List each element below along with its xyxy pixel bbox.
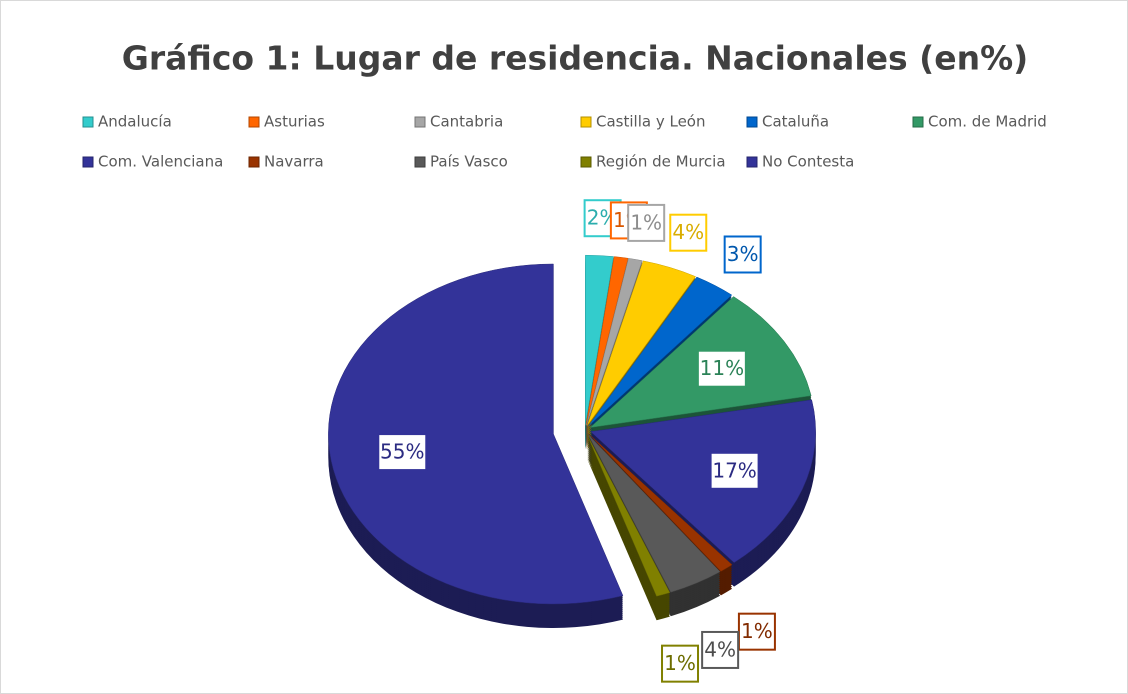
data-label: 1%	[630, 210, 662, 234]
legend-swatch	[746, 116, 758, 128]
legend-label: País Vasco	[430, 153, 508, 171]
data-label-box	[669, 213, 708, 252]
data-label-box	[709, 451, 760, 490]
chart-title: Gráfico 1: Lugar de residencia. Nacional…	[122, 39, 1029, 78]
legend-label: Castilla y León	[596, 113, 705, 131]
slice	[585, 256, 629, 426]
data-label-box	[696, 349, 747, 388]
data-label-box	[661, 644, 700, 683]
data-label: 4%	[672, 220, 704, 244]
legend-swatch	[912, 116, 924, 128]
slice	[585, 254, 614, 426]
legend-swatch	[580, 156, 592, 168]
legend-label: Cantabria	[430, 113, 503, 131]
legend-label: Com. de Madrid	[928, 113, 1047, 131]
legend-swatch	[414, 156, 426, 168]
data-label: 11%	[700, 356, 744, 380]
legend-label: Cataluña	[762, 113, 829, 131]
slice	[587, 434, 721, 593]
data-label: 4%	[704, 637, 736, 661]
legend-swatch	[746, 156, 758, 168]
legend-label: Com. Valenciana	[98, 153, 223, 171]
legend-label: Región de Murcia	[596, 153, 726, 171]
legend-swatch	[580, 116, 592, 128]
slice	[586, 260, 696, 426]
slice	[590, 399, 816, 563]
data-label-box	[701, 630, 740, 669]
data-label: 1%	[664, 651, 696, 675]
data-label-box	[737, 612, 776, 651]
data-label: 55%	[380, 440, 424, 464]
slice	[586, 258, 643, 426]
data-label: 17%	[712, 458, 756, 482]
slice	[588, 276, 733, 427]
data-label: 3%	[727, 242, 759, 266]
data-label-box	[723, 235, 762, 274]
legend-swatch	[82, 116, 94, 128]
legend-swatch	[82, 156, 94, 168]
data-label-box	[377, 433, 428, 472]
slice	[588, 433, 733, 572]
legend-swatch	[248, 116, 260, 128]
legend-label: Andalucía	[98, 113, 172, 131]
legend-label: No Contesta	[762, 153, 854, 171]
legend-swatch	[414, 116, 426, 128]
data-label: 1%	[741, 619, 773, 643]
legend-label: Asturias	[264, 113, 325, 131]
slice	[328, 263, 624, 605]
legend-label: Navarra	[264, 153, 324, 171]
data-label-box	[627, 203, 666, 242]
legend-swatch	[248, 156, 260, 168]
slice	[586, 434, 671, 597]
